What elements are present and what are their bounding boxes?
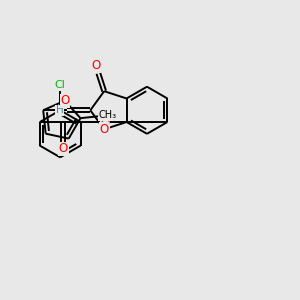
Text: H: H [56, 105, 63, 115]
Text: O: O [60, 94, 69, 107]
Text: O: O [91, 59, 101, 72]
Text: O: O [100, 116, 110, 128]
Text: O: O [59, 142, 68, 155]
Text: Cl: Cl [55, 80, 66, 90]
Text: O: O [100, 123, 109, 136]
Text: CH₃: CH₃ [98, 110, 116, 120]
